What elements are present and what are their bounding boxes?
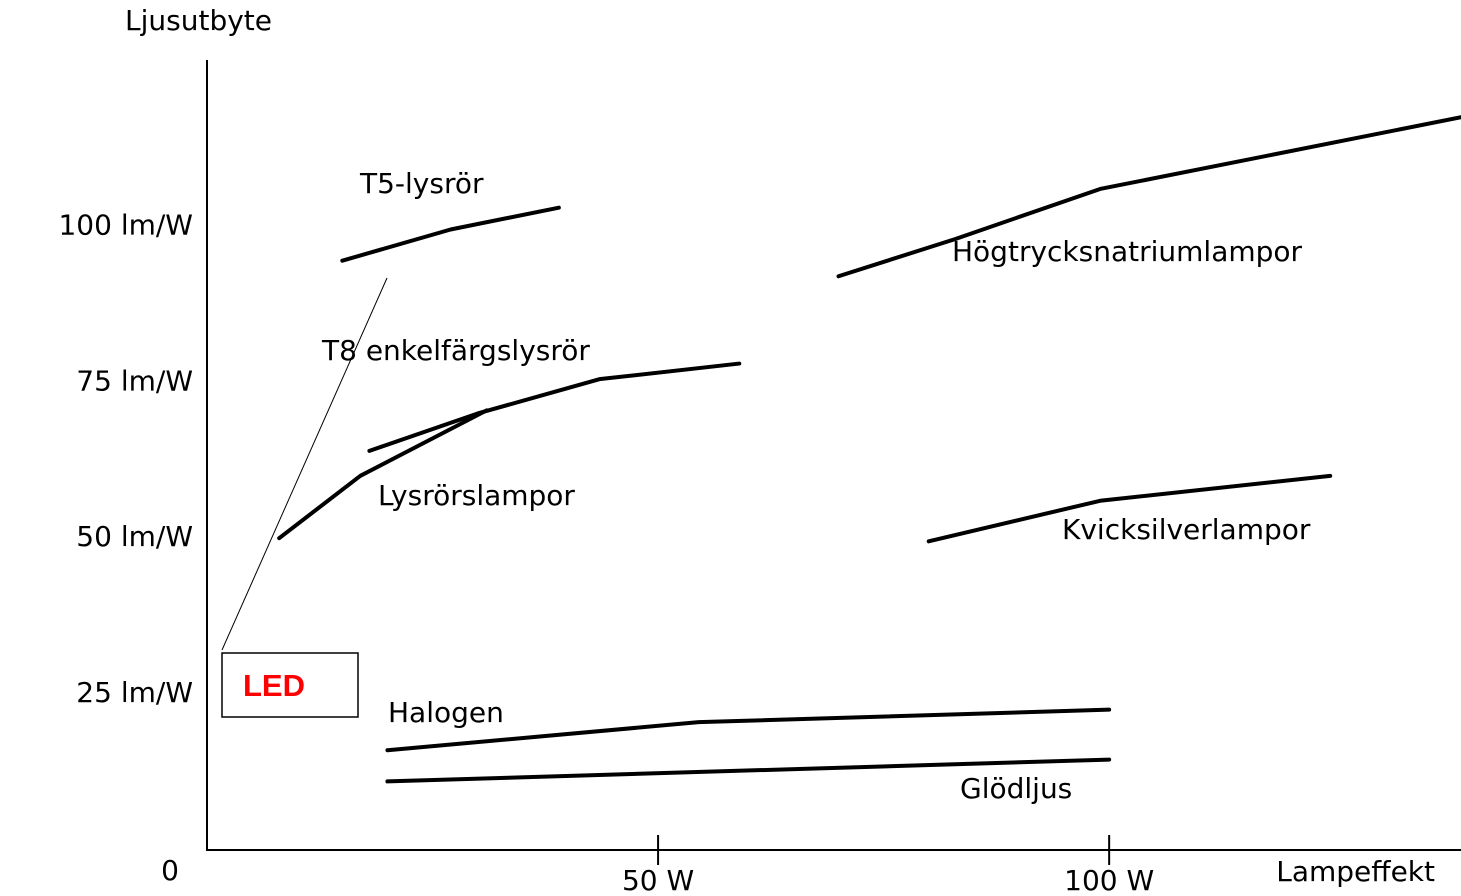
annotation-leader	[221, 277, 388, 651]
series-label: Kvicksilverlampor	[1062, 513, 1311, 546]
series-line	[277, 408, 489, 541]
x-tick-label: 100 W	[1064, 864, 1154, 896]
series-label: Glödljus	[960, 772, 1072, 805]
series-line	[926, 473, 1333, 544]
y-tick-label: 50 lm/W	[76, 520, 193, 553]
y-tick-label: 100 lm/W	[58, 208, 193, 241]
series-line	[385, 757, 1112, 784]
series-line	[340, 205, 561, 263]
y-axis-label: Ljusutbyte	[125, 4, 272, 37]
series-line	[367, 361, 742, 453]
series-label: Högtrycksnatriumlampor	[952, 235, 1303, 268]
x-axis-label: Lampeffekt	[1276, 855, 1435, 888]
annotation-box	[221, 652, 359, 718]
y-tick-label: 25 lm/W	[76, 676, 193, 709]
x-tick-label: 0	[161, 854, 179, 887]
series-line	[836, 115, 1461, 279]
annotation: LED	[243, 668, 305, 703]
x-tick-label: 50 W	[622, 864, 694, 896]
series-label: T8 enkelfärgslysrör	[321, 334, 590, 367]
series-label: Lysrörslampor	[378, 479, 575, 512]
series-label: Halogen	[388, 696, 504, 729]
series-line	[385, 707, 1112, 753]
series-label: T5-lysrör	[359, 167, 484, 200]
y-tick-label: 75 lm/W	[76, 364, 193, 397]
